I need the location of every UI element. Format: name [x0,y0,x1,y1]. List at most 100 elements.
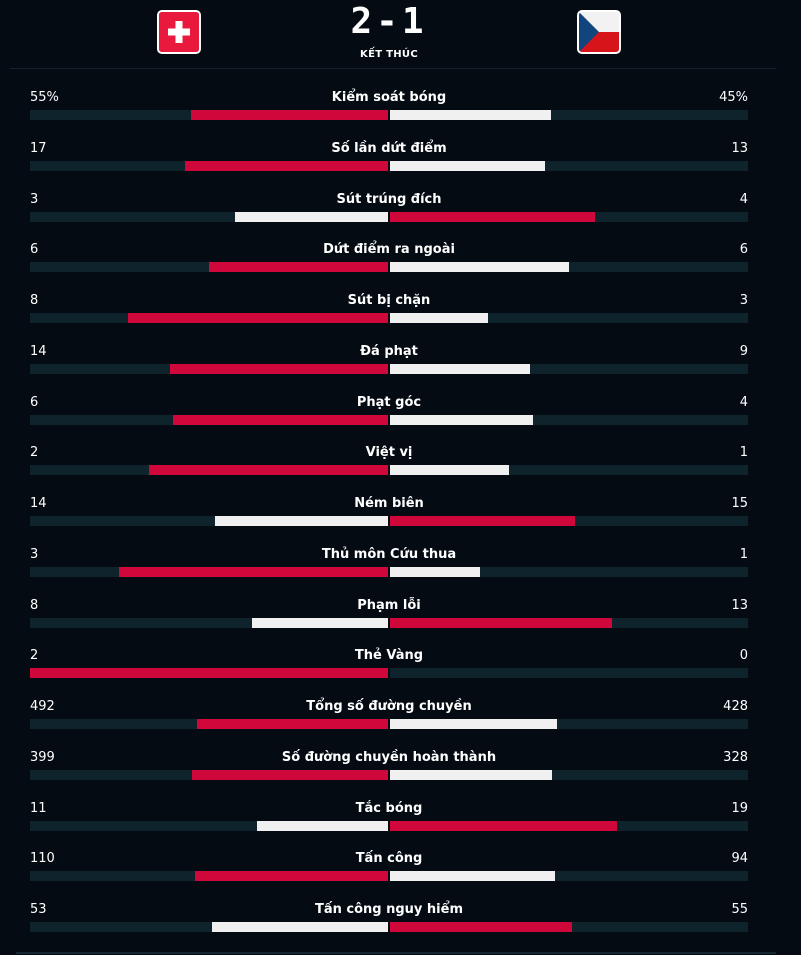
stat-label: Kiểm soát bóng [331,90,447,105]
home-stat-value: 6 [30,242,39,257]
stat-row: 2 Thẻ Vàng 0 [30,647,748,682]
stat-row: 11 Tắc bóng 19 [30,800,748,835]
stat-row: 17 Số lần dứt điểm 13 [30,140,748,175]
stat-label: Tổng số đường chuyền [306,699,472,714]
away-bar-fill [390,922,572,932]
home-bar-track [30,618,388,628]
home-bar-fill [170,364,388,374]
away-stat-value: 1 [739,445,748,460]
home-bar-fill [195,871,388,881]
away-bar-fill [390,871,555,881]
home-stat-value: 11 [30,801,47,816]
stat-row: 53 Tấn công nguy hiểm 55 [30,901,748,936]
stat-label: Đá phạt [360,344,418,359]
stat-row: 399 Số đường chuyền hoàn thành 328 [30,749,748,784]
away-bar-fill [390,212,595,222]
away-stat-value: 19 [731,801,748,816]
stat-label: Sút trúng đích [336,192,442,207]
stat-label: Số đường chuyền hoàn thành [281,750,497,765]
stat-label: Dứt điểm ra ngoài [323,242,455,257]
home-bar-track [30,567,388,577]
away-bar-track [390,567,748,577]
away-stat-value: 4 [739,192,748,207]
stat-label: Tấn công nguy hiểm [314,902,464,917]
match-status: KẾT THÚC [360,49,418,60]
away-bar-fill [390,618,612,628]
home-stat-value: 53 [30,902,47,917]
away-stat-value: 94 [731,851,748,866]
home-bar-track [30,465,388,475]
away-bar-track [390,668,748,678]
away-bar-track [390,110,748,120]
stat-row: 8 Sút bị chặn 3 [30,292,748,327]
away-bar-track [390,770,748,780]
away-bar-track [390,871,748,881]
stat-label: Số lần dứt điểm [331,141,447,156]
away-bar-track [390,465,748,475]
away-stat-value: 15 [731,496,748,511]
away-stat-value: 13 [731,141,748,156]
home-bar-track [30,161,388,171]
away-bar-fill [390,110,551,120]
away-bar-fill [390,262,569,272]
home-bar-fill [191,110,388,120]
away-bar-track [390,262,748,272]
stat-row: 14 Ném biên 15 [30,495,748,530]
away-bar-fill [390,719,557,729]
stat-label: Thủ môn Cứu thua [321,547,457,562]
stat-row: 3 Thủ môn Cứu thua 1 [30,546,748,581]
stat-label: Phạm lỗi [357,598,421,613]
home-bar-fill [128,313,388,323]
away-bar-fill [390,516,575,526]
away-bar-fill [390,161,545,171]
away-bar-track [390,313,748,323]
match-header: 2-1 KẾT THÚC [0,0,801,70]
home-stat-value: 3 [30,547,39,562]
away-bar-track [390,364,748,374]
home-bar-track [30,871,388,881]
home-stat-value: 2 [30,445,39,460]
stat-row: 14 Đá phạt 9 [30,343,748,378]
away-bar-track [390,415,748,425]
away-bar-fill [390,770,552,780]
stat-row: 6 Dứt điểm ra ngoài 6 [30,241,748,276]
away-bar-fill [390,465,509,475]
away-bar-fill [390,313,488,323]
stat-label: Sút bị chặn [347,293,431,308]
home-bar-track [30,262,388,272]
home-stat-value: 110 [30,851,55,866]
home-stat-value: 6 [30,395,39,410]
home-bar-track [30,110,388,120]
away-stat-value: 6 [739,242,748,257]
bottom-divider [16,952,776,954]
home-bar-fill [257,821,388,831]
home-bar-track [30,415,388,425]
header-divider [10,68,776,69]
away-stat-value: 3 [739,293,748,308]
away-bar-track [390,212,748,222]
home-stat-value: 55% [30,90,59,105]
stat-row: 6 Phạt góc 4 [30,394,748,429]
stat-label: Ném biên [354,496,424,511]
home-bar-track [30,821,388,831]
home-bar-track [30,770,388,780]
away-bar-fill [390,364,530,374]
stat-row: 2 Việt vị 1 [30,444,748,479]
away-stat-value: 45% [719,90,748,105]
home-bar-fill [119,567,388,577]
stat-label: Việt vị [365,445,413,460]
switzerland-flag-icon [157,10,201,54]
away-stat-value: 13 [731,598,748,613]
away-bar-fill [390,567,480,577]
stat-label: Tấn công [355,851,423,866]
home-bar-fill [185,161,388,171]
home-stat-value: 399 [30,750,55,765]
away-bar-track [390,922,748,932]
away-bar-track [390,516,748,526]
away-bar-track [390,161,748,171]
home-stat-value: 17 [30,141,47,156]
home-stat-value: 8 [30,598,39,613]
stat-row: 110 Tấn công 94 [30,850,748,885]
away-bar-fill [390,415,533,425]
stat-row: 3 Sút trúng đích 4 [30,191,748,226]
